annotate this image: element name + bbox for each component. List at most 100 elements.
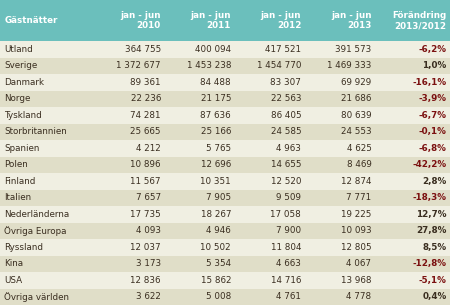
Bar [305, 190, 375, 206]
Text: 21 686: 21 686 [341, 94, 371, 103]
Bar [375, 256, 450, 272]
Bar [375, 206, 450, 223]
Text: 1,0%: 1,0% [422, 61, 446, 70]
Text: 391 573: 391 573 [335, 45, 371, 54]
Text: 7 657: 7 657 [136, 193, 161, 202]
Text: 7 771: 7 771 [346, 193, 371, 202]
Bar [0, 107, 94, 124]
Text: 0,4%: 0,4% [422, 292, 446, 301]
Text: 5 008: 5 008 [206, 292, 231, 301]
Text: 1 454 770: 1 454 770 [257, 61, 301, 70]
Text: 12 836: 12 836 [130, 276, 161, 285]
Bar [0, 58, 94, 74]
Bar [94, 91, 165, 107]
Bar [305, 206, 375, 223]
Bar [94, 74, 165, 91]
Text: 5 354: 5 354 [206, 259, 231, 268]
Text: -5,1%: -5,1% [418, 276, 446, 285]
Text: 17 735: 17 735 [130, 210, 161, 219]
Bar [94, 156, 165, 173]
Bar [165, 140, 235, 156]
Bar [305, 140, 375, 156]
Text: Förändring
2013/2012: Förändring 2013/2012 [392, 11, 446, 30]
Text: 4 963: 4 963 [276, 144, 301, 153]
Bar [94, 124, 165, 140]
Text: 12,7%: 12,7% [416, 210, 446, 219]
Bar [305, 239, 375, 256]
Text: 7 900: 7 900 [276, 226, 301, 235]
Text: 3 173: 3 173 [136, 259, 161, 268]
Bar [165, 206, 235, 223]
Text: USA: USA [4, 276, 22, 285]
Text: Övriga världen: Övriga världen [4, 292, 69, 302]
Bar [165, 173, 235, 190]
Bar [375, 107, 450, 124]
Bar [235, 206, 305, 223]
Bar [94, 256, 165, 272]
Text: 11 804: 11 804 [271, 243, 301, 252]
Bar [305, 107, 375, 124]
Text: 10 502: 10 502 [200, 243, 231, 252]
Bar [0, 223, 94, 239]
Text: -16,1%: -16,1% [412, 78, 446, 87]
Text: 10 351: 10 351 [200, 177, 231, 186]
Text: 19 225: 19 225 [341, 210, 371, 219]
Text: -18,3%: -18,3% [412, 193, 446, 202]
Text: 1 372 677: 1 372 677 [117, 61, 161, 70]
Text: 12 874: 12 874 [341, 177, 371, 186]
Bar [305, 124, 375, 140]
Text: 12 696: 12 696 [201, 160, 231, 169]
Text: 74 281: 74 281 [130, 111, 161, 120]
Text: 83 307: 83 307 [270, 78, 301, 87]
Text: Nederländerna: Nederländerna [4, 210, 70, 219]
Text: -0,1%: -0,1% [418, 127, 446, 136]
Text: 10 896: 10 896 [130, 160, 161, 169]
Bar [305, 223, 375, 239]
Text: 9 509: 9 509 [276, 193, 301, 202]
Text: Övriga Europa: Övriga Europa [4, 226, 67, 236]
Text: 4 761: 4 761 [276, 292, 301, 301]
Bar [305, 0, 375, 41]
Text: 22 563: 22 563 [271, 94, 301, 103]
Bar [235, 124, 305, 140]
Text: 14 655: 14 655 [271, 160, 301, 169]
Text: 12 520: 12 520 [271, 177, 301, 186]
Bar [165, 41, 235, 58]
Bar [94, 0, 165, 41]
Text: Spanien: Spanien [4, 144, 40, 153]
Text: 4 625: 4 625 [346, 144, 371, 153]
Bar [94, 140, 165, 156]
Text: 17 058: 17 058 [270, 210, 301, 219]
Bar [0, 256, 94, 272]
Text: 27,8%: 27,8% [416, 226, 446, 235]
Bar [305, 91, 375, 107]
Text: 12 037: 12 037 [130, 243, 161, 252]
Bar [0, 140, 94, 156]
Bar [235, 256, 305, 272]
Text: 69 929: 69 929 [341, 78, 371, 87]
Bar [0, 289, 94, 305]
Text: 25 166: 25 166 [201, 127, 231, 136]
Bar [0, 91, 94, 107]
Text: 89 361: 89 361 [130, 78, 161, 87]
Text: -12,8%: -12,8% [412, 259, 446, 268]
Text: 4 946: 4 946 [207, 226, 231, 235]
Bar [375, 156, 450, 173]
Text: 2,8%: 2,8% [422, 177, 446, 186]
Bar [305, 173, 375, 190]
Bar [165, 239, 235, 256]
Text: Finland: Finland [4, 177, 36, 186]
Text: 24 585: 24 585 [270, 127, 301, 136]
Bar [305, 156, 375, 173]
Bar [375, 0, 450, 41]
Bar [375, 272, 450, 289]
Bar [94, 41, 165, 58]
Text: 4 212: 4 212 [136, 144, 161, 153]
Bar [305, 272, 375, 289]
Text: 11 567: 11 567 [130, 177, 161, 186]
Bar [0, 41, 94, 58]
Bar [235, 58, 305, 74]
Text: jan - jun
2011: jan - jun 2011 [191, 11, 231, 30]
Bar [165, 156, 235, 173]
Text: Sverige: Sverige [4, 61, 38, 70]
